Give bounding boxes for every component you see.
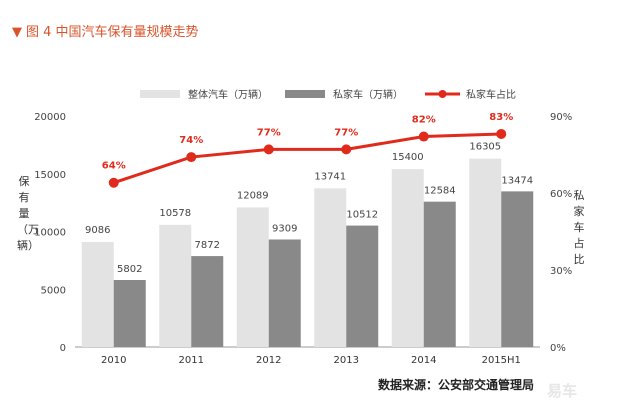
bar-total-cars [469,158,502,347]
bar-total-cars [81,242,114,347]
x-tick-label: 2014 [411,355,436,366]
ratio-point [263,144,274,155]
ratio-point [418,131,429,142]
bar-total-value-label: 9086 [85,225,110,236]
bar-total-value-label: 16305 [469,142,501,153]
bar-total-value-label: 15400 [392,152,424,163]
bar-private-value-label: 13474 [501,175,533,186]
bar-private-cars [423,201,456,347]
y-left-tick-label: 5000 [41,285,66,296]
bar-private-value-label: 7872 [195,240,220,251]
ratio-value-label: 82% [412,115,436,126]
ratio-point [341,144,352,155]
bar-total-value-label: 13741 [314,171,346,182]
y-axis-right-label: 私家车占比 [573,189,585,266]
legend-swatch-total [140,90,180,98]
y-right-tick-label: 60% [550,189,572,200]
bar-private-value-label: 12584 [424,186,456,197]
bar-total-cars [314,188,347,347]
bar-total-cars [391,169,424,347]
bar-private-cars [268,239,301,347]
x-tick-label: 2012 [256,355,281,366]
y-left-tick-label: 20000 [34,112,66,123]
data-source-note: 数据来源：公安部交通管理局 [378,378,535,392]
y-axis-left-label: 保有量（万辆） [17,175,39,252]
bar-total-cars [159,224,192,347]
y-right-tick-label: 90% [550,112,572,123]
bar-total-value-label: 12089 [237,190,269,201]
watermark-logo: 易车 [547,382,578,400]
x-tick-label: 2010 [101,355,126,366]
legend-swatch-ratio-dot [438,90,447,98]
x-tick-label: 2011 [179,355,204,366]
legend-label-private: 私家车（万辆） [333,88,403,101]
legend-label-ratio: 私家车占比 [466,88,516,101]
ratio-value-label: 77% [334,127,358,138]
figure-title-text: 图 4 中国汽车保有量规模走势 [26,25,199,40]
bar-private-value-label: 10512 [346,210,378,221]
bar-private-value-label: 9309 [272,223,297,234]
y-right-tick-label: 30% [550,266,572,277]
triangle-marker-icon: ▼ [12,25,22,40]
x-tick-label: 2013 [334,355,359,366]
y-right-tick-label: 0% [550,343,566,354]
y-left-tick-label: 0 [60,343,66,354]
ratio-value-label: 74% [179,135,203,146]
bar-total-cars [236,207,269,347]
figure-title: ▼ 图 4 中国汽车保有量规模走势 [12,21,199,40]
bar-private-value-label: 5802 [117,264,142,275]
y-left-tick-label: 10000 [34,228,66,239]
bar-private-cars [113,279,146,347]
ratio-point [108,177,119,188]
ratio-point [186,152,197,163]
bar-private-cars [501,191,534,347]
ratio-value-label: 77% [257,127,281,138]
y-left-tick-label: 15000 [34,170,66,181]
bar-private-cars [191,256,224,347]
bar-private-cars [346,225,379,347]
ratio-value-label: 64% [102,161,126,172]
ratio-point [496,128,507,139]
private-car-ratio-line [113,132,502,185]
ratio-value-label: 83% [489,112,513,123]
bar-total-value-label: 10578 [159,208,191,219]
legend-swatch-private [285,90,325,98]
legend-label-total: 整体汽车（万辆） [188,88,268,101]
x-tick-label: 2015H1 [482,355,521,366]
